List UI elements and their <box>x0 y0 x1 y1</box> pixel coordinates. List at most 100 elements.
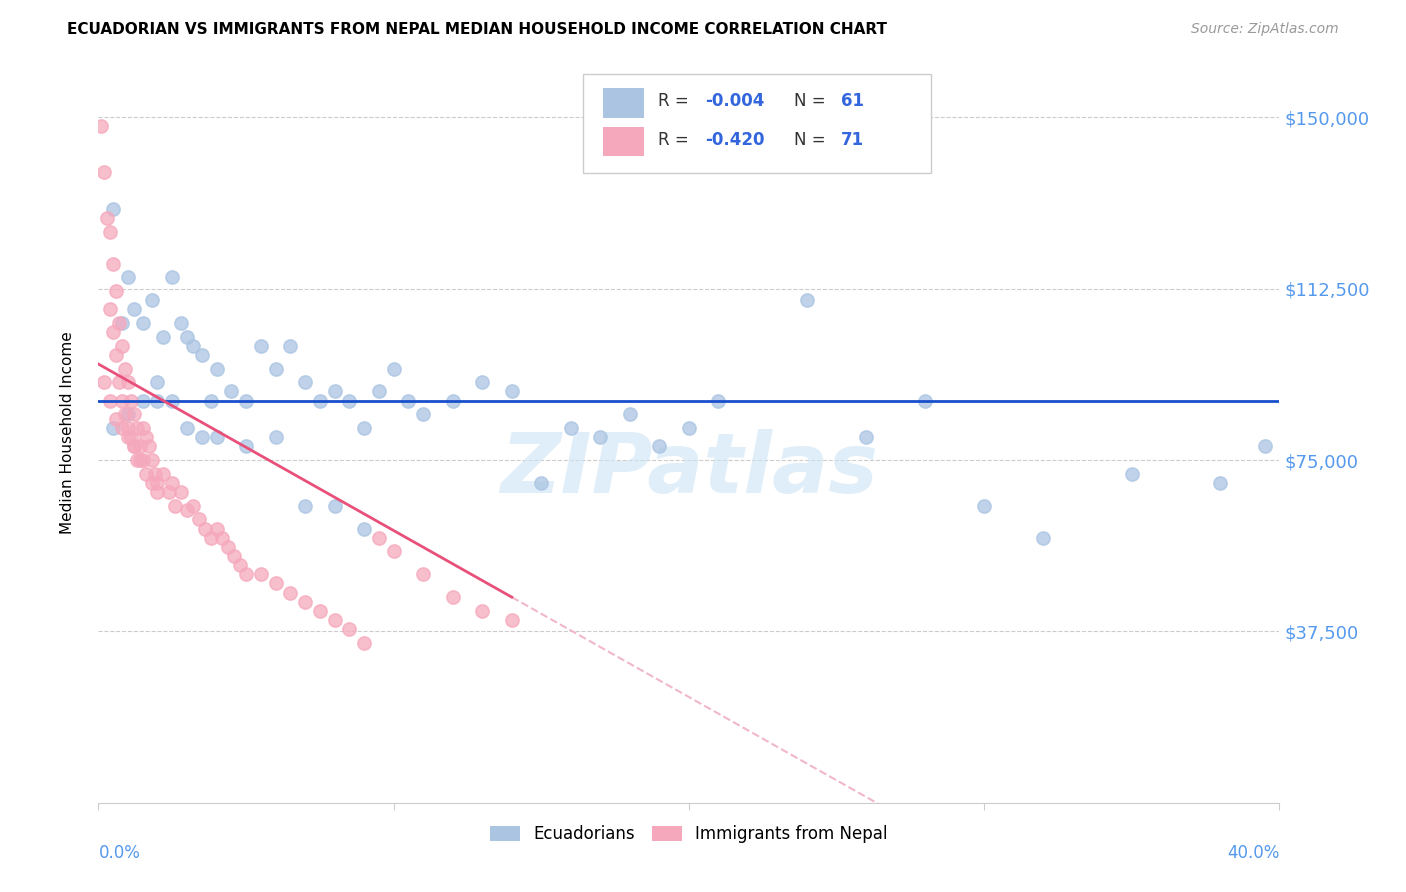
Point <box>120 430 142 444</box>
Point <box>170 316 193 330</box>
Point <box>103 202 125 216</box>
Text: N =: N = <box>794 131 831 149</box>
Point <box>441 393 464 408</box>
Point <box>973 499 995 513</box>
Point <box>309 393 332 408</box>
Point <box>200 393 222 408</box>
Point <box>280 585 302 599</box>
Point <box>560 421 582 435</box>
Point <box>1254 439 1277 453</box>
Point <box>264 430 287 444</box>
Point <box>111 316 134 330</box>
Point <box>368 384 391 399</box>
Point <box>796 293 818 307</box>
Text: -0.420: -0.420 <box>706 131 765 149</box>
Point <box>194 522 217 536</box>
Text: ECUADORIAN VS IMMIGRANTS FROM NEPAL MEDIAN HOUSEHOLD INCOME CORRELATION CHART: ECUADORIAN VS IMMIGRANTS FROM NEPAL MEDI… <box>67 22 887 37</box>
Point <box>122 439 145 453</box>
Point <box>412 567 434 582</box>
Point <box>122 302 145 317</box>
Point <box>157 485 180 500</box>
Point <box>250 567 273 582</box>
Point <box>146 485 169 500</box>
Point <box>162 270 183 285</box>
Point <box>128 439 150 453</box>
Text: 71: 71 <box>841 131 865 149</box>
Point <box>152 467 174 481</box>
Point <box>530 475 553 490</box>
Point <box>162 393 183 408</box>
Point <box>368 531 391 545</box>
Point <box>132 316 155 330</box>
Point <box>93 165 115 179</box>
Point <box>117 408 139 422</box>
Point <box>205 361 228 376</box>
Point <box>105 348 128 362</box>
Point <box>235 567 257 582</box>
Point <box>176 503 198 517</box>
Point <box>108 376 131 390</box>
Point <box>1121 467 1143 481</box>
Point <box>132 421 155 435</box>
Point <box>181 339 204 353</box>
Point <box>1032 531 1054 545</box>
Point <box>200 531 222 545</box>
Point <box>181 499 204 513</box>
Point <box>1209 475 1232 490</box>
Point <box>471 604 494 618</box>
Point <box>339 622 361 636</box>
Point <box>339 393 361 408</box>
Point <box>135 430 157 444</box>
Point <box>398 393 420 408</box>
Point <box>114 408 136 422</box>
Point <box>111 421 134 435</box>
Point <box>353 522 375 536</box>
Point <box>501 384 523 399</box>
Point <box>353 636 375 650</box>
Point <box>187 512 209 526</box>
Legend: Ecuadorians, Immigrants from Nepal: Ecuadorians, Immigrants from Nepal <box>484 819 894 850</box>
Point <box>125 453 148 467</box>
Point <box>141 475 163 490</box>
Text: 61: 61 <box>841 92 865 110</box>
Y-axis label: Median Household Income: Median Household Income <box>60 331 75 534</box>
Point <box>501 613 523 627</box>
Text: R =: R = <box>658 92 695 110</box>
Point <box>191 430 214 444</box>
Point <box>619 408 641 422</box>
Point <box>122 439 145 453</box>
Point <box>382 361 405 376</box>
Bar <box>603 127 644 156</box>
Point <box>135 467 157 481</box>
Point <box>117 376 139 390</box>
Point <box>170 485 193 500</box>
Point <box>412 408 434 422</box>
Point <box>309 604 332 618</box>
Point <box>737 156 759 170</box>
Point <box>117 421 139 435</box>
FancyBboxPatch shape <box>582 73 931 173</box>
Point <box>224 549 246 563</box>
Point <box>98 302 121 317</box>
Point <box>217 540 239 554</box>
Point <box>117 430 139 444</box>
Point <box>914 393 936 408</box>
Point <box>146 393 169 408</box>
Point <box>678 421 700 435</box>
Point <box>111 393 134 408</box>
Point <box>141 453 163 467</box>
Point <box>105 284 128 298</box>
Point <box>138 439 160 453</box>
Point <box>96 211 118 225</box>
Point <box>146 376 169 390</box>
Point <box>98 393 121 408</box>
Point <box>707 393 730 408</box>
Point <box>250 339 273 353</box>
Point <box>353 421 375 435</box>
Point <box>205 430 228 444</box>
Point <box>132 393 155 408</box>
Text: 40.0%: 40.0% <box>1227 844 1279 862</box>
Point <box>280 339 302 353</box>
Point <box>191 348 214 362</box>
Point <box>382 544 405 558</box>
